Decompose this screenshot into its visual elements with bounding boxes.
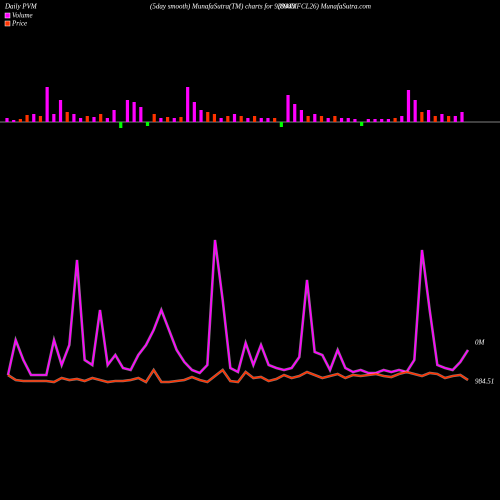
chart-source: (890MFCL26) MunafaSutra.com xyxy=(278,3,371,11)
volume-bar xyxy=(440,114,444,122)
volume-bar xyxy=(219,118,223,122)
volume-bar xyxy=(72,114,76,122)
volume-bar xyxy=(45,87,49,122)
volume-bar xyxy=(79,118,83,122)
volume-bar xyxy=(112,110,116,122)
volume-bar xyxy=(306,116,310,122)
legend-swatch xyxy=(4,20,11,27)
volume-bar xyxy=(105,118,109,122)
volume-bar xyxy=(159,118,163,122)
volume-bar xyxy=(5,118,9,122)
volume-bar xyxy=(172,118,176,122)
volume-bar xyxy=(286,95,290,122)
volume-bar xyxy=(58,100,63,122)
volume-bar xyxy=(313,114,317,122)
volume-bar xyxy=(460,112,464,122)
volume-bar xyxy=(346,118,350,122)
volume-bar xyxy=(18,119,22,122)
volume-bar xyxy=(38,116,43,122)
volume-bar xyxy=(199,110,203,122)
volume-bar xyxy=(393,118,397,122)
volume-bar xyxy=(326,118,330,122)
volume-bar xyxy=(360,122,364,126)
volume-bar xyxy=(119,122,123,128)
volume-bar xyxy=(252,116,257,122)
volume-bar xyxy=(232,114,237,122)
volume-bar xyxy=(206,112,210,122)
volume-bar xyxy=(380,119,384,122)
volume-bar xyxy=(12,120,16,122)
series-line xyxy=(7,368,469,384)
volume-bar xyxy=(125,100,130,122)
volume-bar xyxy=(366,119,370,122)
end-label: 984.51 xyxy=(475,378,494,386)
volume-bar xyxy=(259,118,263,122)
volume-bar xyxy=(239,116,243,122)
volume-bar xyxy=(32,114,36,122)
volume-bar xyxy=(420,112,424,122)
volume-bar xyxy=(293,104,297,122)
volume-bar xyxy=(453,116,457,122)
volume-bar xyxy=(85,116,89,122)
volume-bar xyxy=(186,87,190,122)
volume-bar xyxy=(65,112,69,122)
chart-subtitle: (5day smooth) MunafaSutra(TM) charts for… xyxy=(150,3,296,11)
volume-bar xyxy=(145,122,150,126)
volume-bar xyxy=(319,116,324,122)
volume-bar xyxy=(339,118,344,122)
volume-bar xyxy=(447,116,451,122)
volume-bar xyxy=(99,114,103,122)
volume-bar xyxy=(273,118,277,122)
series-line xyxy=(7,239,469,376)
volume-bar xyxy=(165,117,170,122)
volume-bar xyxy=(426,110,431,122)
volume-bar xyxy=(52,114,56,122)
volume-bar xyxy=(333,116,337,122)
volume-bar xyxy=(92,117,96,122)
volume-bar xyxy=(212,114,217,122)
volume-bar xyxy=(299,110,304,122)
volume-bar xyxy=(266,118,270,122)
volume-bar xyxy=(152,114,156,122)
legend-label: Price xyxy=(11,20,27,28)
volume-bar xyxy=(192,102,196,122)
volume-bar xyxy=(433,116,437,122)
volume-bar xyxy=(400,116,404,122)
volume-bar xyxy=(386,119,390,122)
volume-bar xyxy=(353,119,357,122)
volume-bar xyxy=(413,100,417,122)
legend-swatch xyxy=(4,12,11,19)
volume-bar xyxy=(132,102,136,122)
volume-bar xyxy=(25,115,29,122)
volume-bar xyxy=(279,122,283,127)
chart-title: Daily PVM xyxy=(4,3,38,11)
volume-bar xyxy=(246,118,250,122)
volume-bar xyxy=(226,116,230,122)
volume-bar xyxy=(139,107,143,122)
end-label: 0M xyxy=(475,339,486,347)
volume-bar xyxy=(179,117,183,122)
legend-label: Volume xyxy=(12,12,33,20)
volume-bar xyxy=(406,90,411,122)
volume-bar xyxy=(373,119,377,122)
